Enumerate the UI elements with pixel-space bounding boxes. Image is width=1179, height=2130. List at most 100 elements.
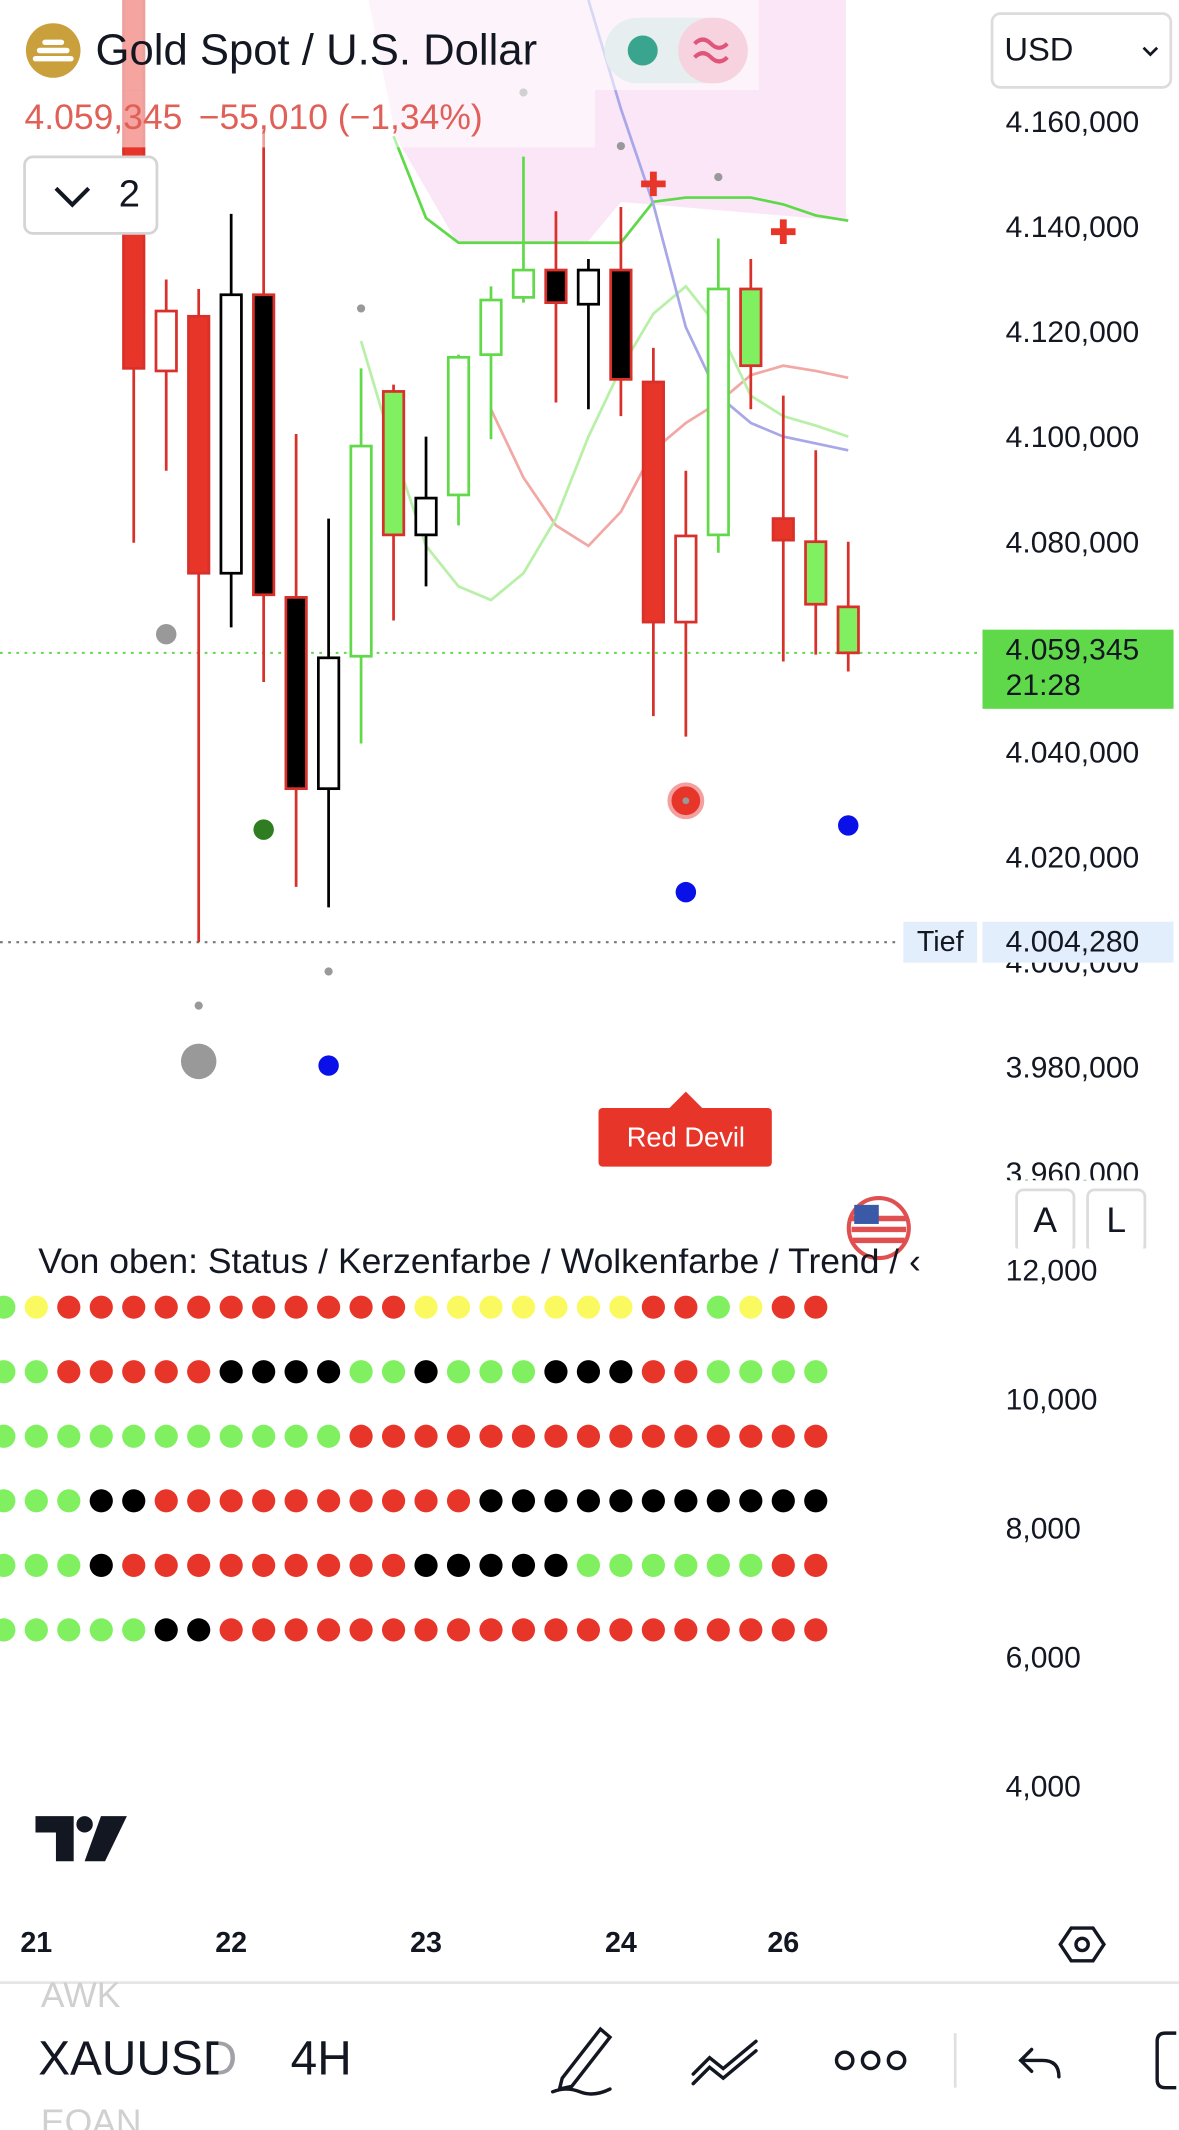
watch-below: EOAN [41,2102,142,2130]
cross-marker [641,171,666,197]
y-tick-label: 8,000 [1006,1512,1081,1545]
layers-count: 2 [119,173,140,216]
status-dot [609,1618,633,1642]
status-dot [349,1360,373,1384]
interval[interactable]: 4H [291,2032,352,2085]
big-dot-marker [180,1043,217,1080]
indicator-icon[interactable] [691,2039,758,2086]
symbol[interactable]: XAUUSD [38,2032,237,2085]
status-dot [771,1295,795,1319]
status-dot [641,1618,665,1642]
status-pill[interactable] [604,17,748,84]
symbol-title: Gold Spot / U.S. Dollar [96,26,538,75]
status-dot [544,1553,568,1577]
status-dot [349,1424,373,1448]
quote-backdrop [0,90,595,148]
status-dot [511,1553,536,1577]
draw-tool-icon[interactable] [550,2026,613,2096]
candle-body [674,534,698,624]
candle-body [576,268,601,306]
status-dot [511,1618,536,1642]
button-label: A [1033,1200,1057,1240]
status-dot [446,1553,471,1577]
status-dot [89,1360,113,1384]
status-dot [57,1295,81,1319]
layers-button[interactable]: 2 [23,155,159,235]
status-dot [576,1489,601,1513]
panel-button-a[interactable]: A [1015,1188,1076,1254]
status-dot [0,1424,16,1448]
status-dot [771,1424,795,1448]
status-dot [706,1295,730,1319]
status-dot [219,1618,243,1642]
status-dot [349,1553,373,1577]
x-tick-label: 22 [215,1927,247,1959]
price-axis: 4.160,000 4.140,000 4.120,000 4.100,000 4.08… [1006,106,1140,1180]
status-dot [381,1618,406,1642]
status-dot [414,1424,438,1448]
panel-button-l[interactable]: L [1086,1188,1147,1254]
status-dot [89,1618,113,1642]
status-dot [284,1618,308,1642]
undo-icon[interactable] [1018,2047,1061,2079]
settings-icon[interactable] [1058,1926,1106,1963]
annotation-box [598,1107,772,1167]
status-dot [576,1360,601,1384]
status-dot [89,1424,113,1448]
status-dot [381,1424,406,1448]
y-tick-label: 4.140,000 [1006,211,1140,244]
status-dot [57,1618,81,1642]
last-price-box [982,629,1174,709]
status-dot [641,1553,665,1577]
candle-body [414,496,438,537]
button-label: L [1106,1200,1126,1240]
logo [35,1816,127,1862]
cross-marker [771,219,796,244]
status-dot [414,1553,438,1577]
low-value: 4.004,280 [1006,925,1140,958]
candle-body [836,605,860,655]
status-dot [446,1618,471,1642]
y-tick-label: 4.020,000 [1006,842,1140,875]
status-dot [317,1295,341,1319]
candle-body [284,596,308,791]
status-dot [0,1360,16,1384]
status-dot [154,1424,178,1448]
status-dot [219,1295,243,1319]
status-dot [674,1553,698,1577]
status-dot [479,1295,503,1319]
status-dot [771,1553,795,1577]
currency-button[interactable]: USD [990,12,1173,89]
status-dot [739,1489,763,1513]
candle-body [252,293,276,597]
status-dot [771,1489,795,1513]
currency: USD [1004,31,1073,68]
candle-body [479,298,503,357]
status-dot [446,1295,471,1319]
status-dot [24,1489,48,1513]
fullscreen-icon[interactable] [1155,2031,1177,2090]
candle-body [771,517,795,542]
small-dot-marker [194,1001,203,1010]
status-dot [414,1295,438,1319]
status-dot [187,1618,211,1642]
dot-marker [675,881,697,903]
indicator-line [489,364,849,548]
status-dot [284,1424,308,1448]
watch-above: AWK [41,1975,121,2015]
status-dot [0,1295,16,1319]
status-dot [479,1553,503,1577]
candle-body [317,656,341,791]
more-icon[interactable] [834,2050,907,2071]
dot-marker [318,1055,339,1076]
status-dot [154,1295,178,1319]
status-dot [706,1360,730,1384]
y-tick-label: 10,000 [1006,1383,1098,1416]
status-dot [414,1489,438,1513]
candle-body [219,293,243,575]
low-name-box [903,921,978,963]
status-dot [479,1489,503,1513]
status-dot [674,1489,698,1513]
low-value-box [982,921,1174,963]
status-dot [771,1618,795,1642]
